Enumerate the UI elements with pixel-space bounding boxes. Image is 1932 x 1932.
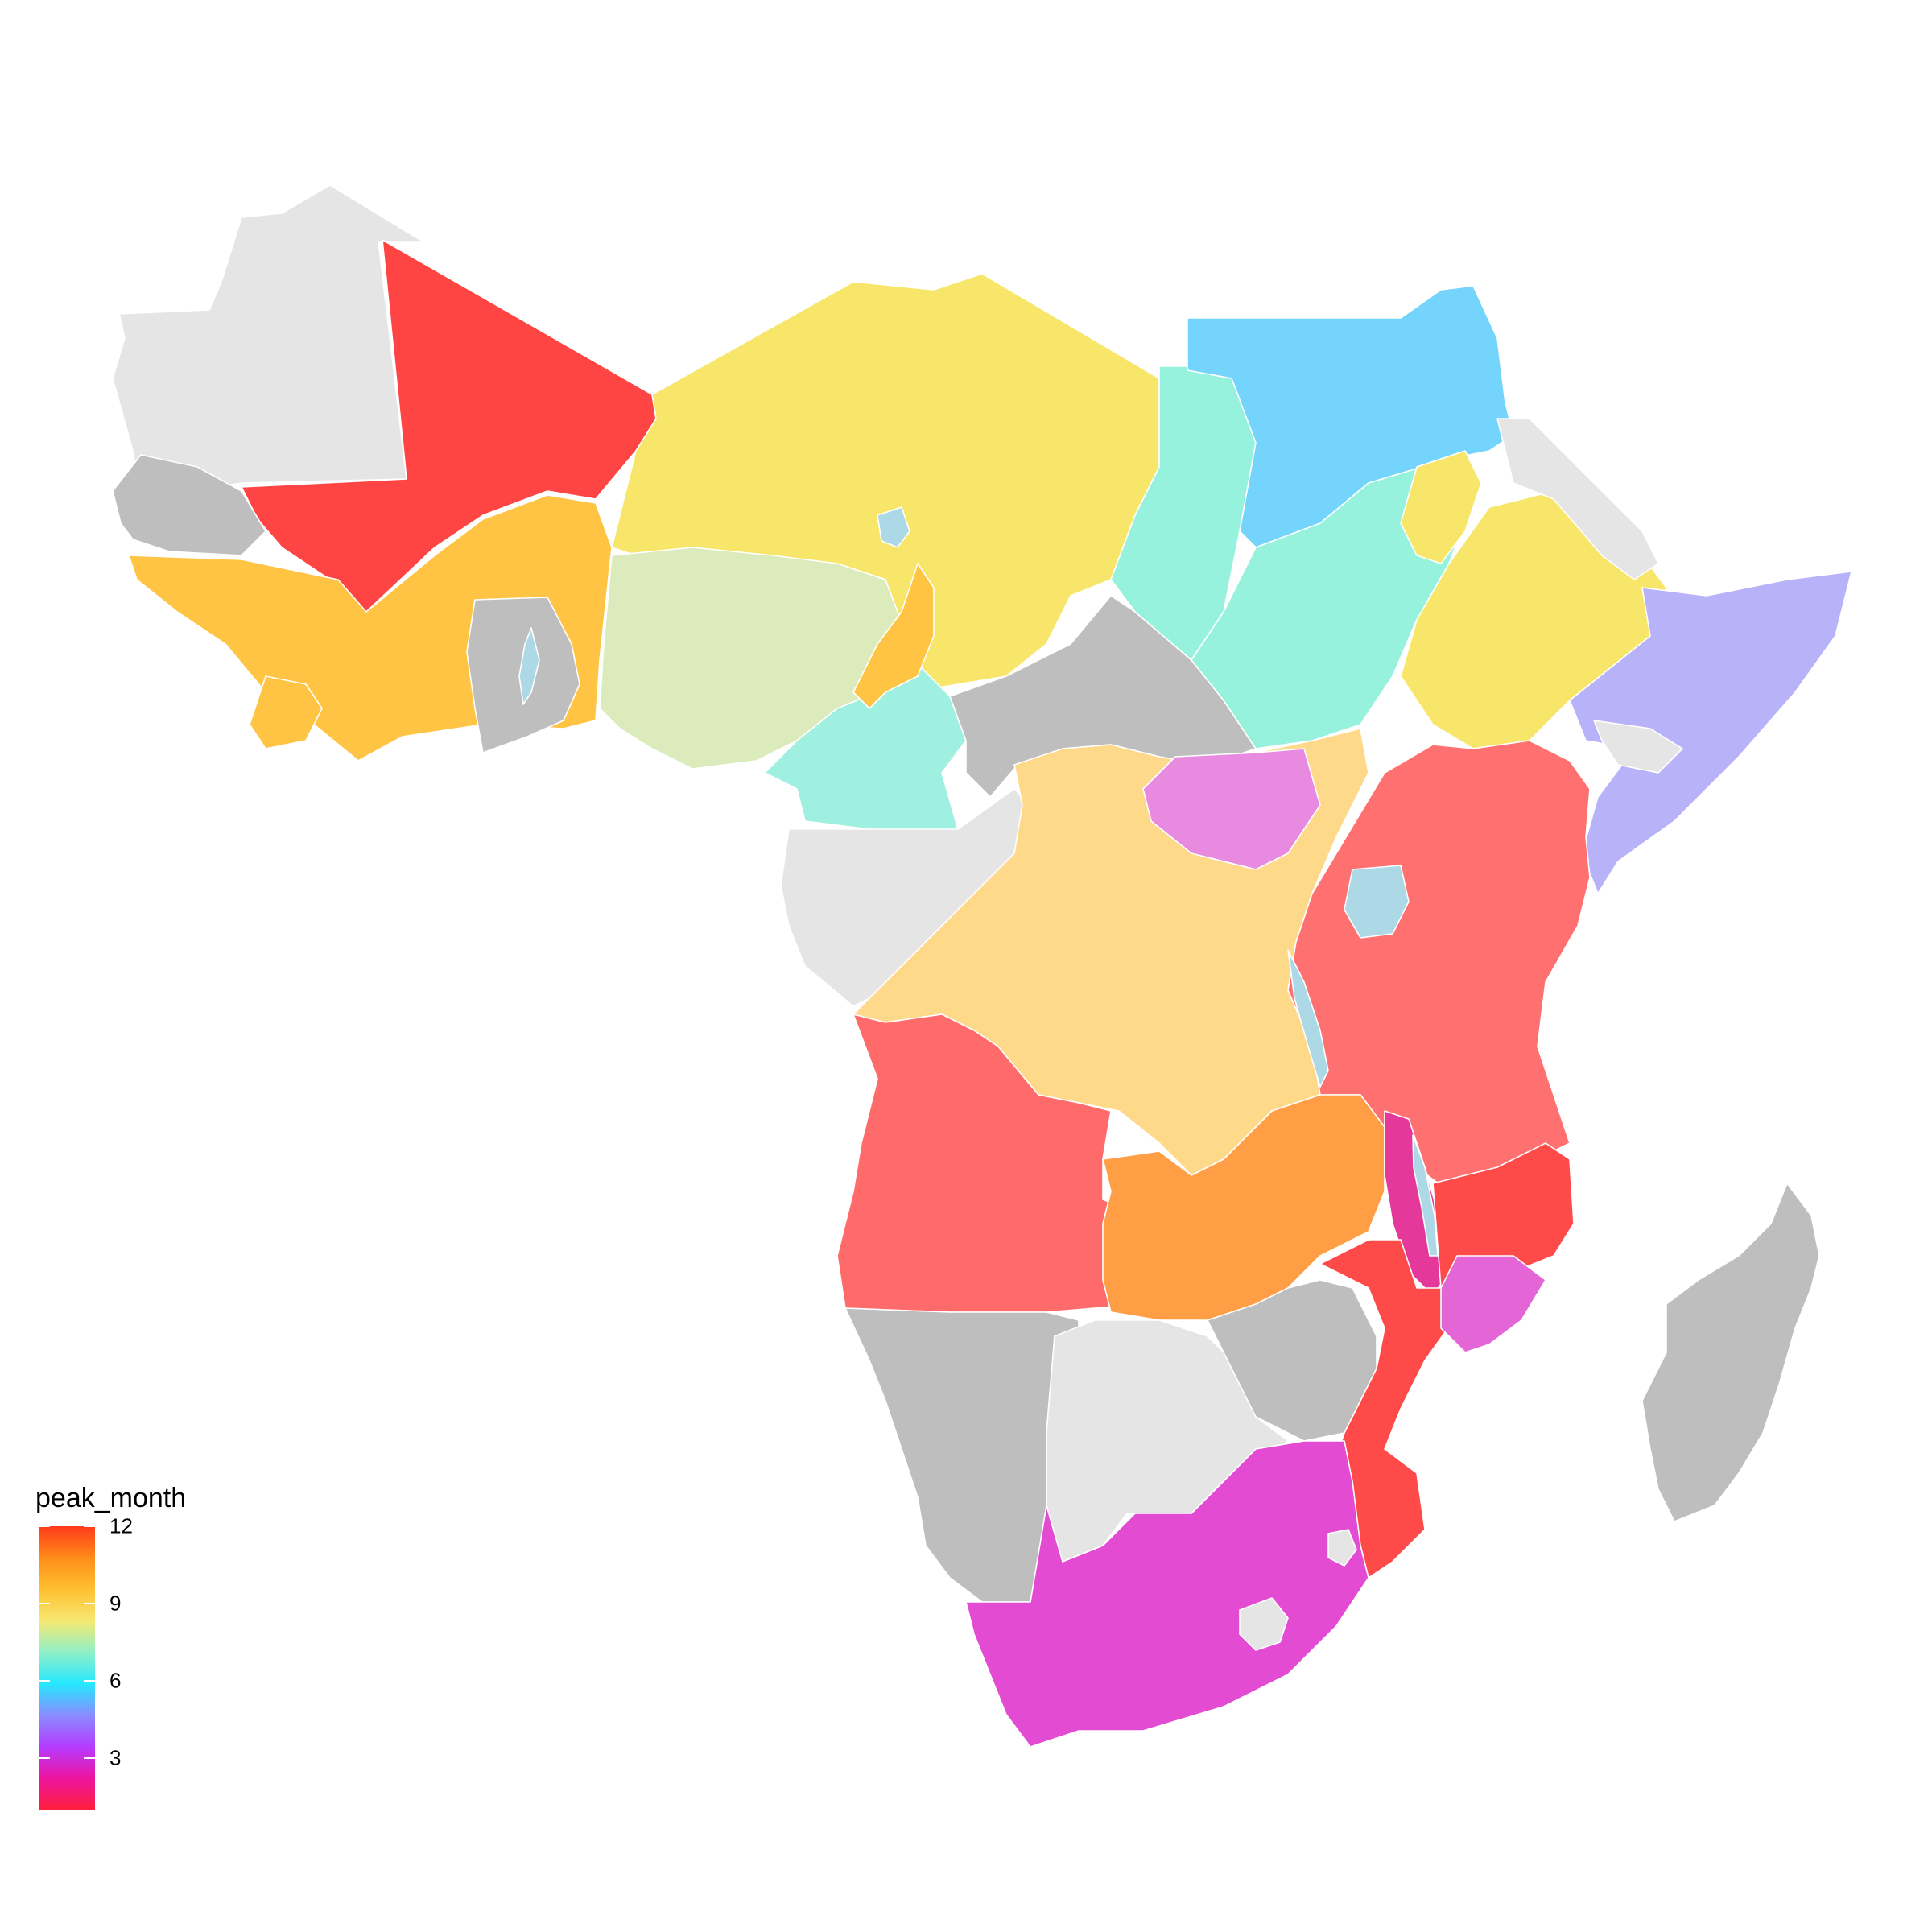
region-lake-chad (877, 506, 910, 548)
region-mozambique-pink (1440, 1255, 1546, 1353)
legend-tick-label: 12 (109, 1513, 133, 1538)
region-lake-malawi (1412, 1134, 1439, 1257)
region-senegal (112, 454, 266, 556)
region-uganda-lake (1344, 865, 1410, 939)
legend-tick (84, 1757, 95, 1759)
region-somalia-pink (1593, 720, 1683, 774)
region-sudan-yellow (1400, 450, 1482, 564)
region-eritrea (1496, 418, 1659, 580)
legend-tick-left (39, 1603, 50, 1604)
region-zambia (1102, 1094, 1385, 1321)
region-lake-volta (518, 627, 540, 705)
region-lesotho (1239, 1597, 1289, 1651)
region-south-sudan (1191, 458, 1474, 749)
region-lake-tanganyika (1287, 949, 1329, 1088)
legend-tick-left (39, 1680, 50, 1682)
legend-tick-left (39, 1525, 50, 1527)
region-madagascar (1641, 1183, 1820, 1522)
legend-tick (84, 1603, 95, 1604)
legend-tick-label: 3 (109, 1745, 122, 1770)
legend-tick-left (39, 1757, 50, 1759)
regions-layer (112, 184, 1852, 1748)
legend-tick (84, 1680, 95, 1682)
legend-tick-label: 6 (109, 1668, 122, 1693)
region-eswatini (1327, 1529, 1357, 1567)
region-drc-pink (1142, 748, 1321, 870)
region-mauritania (112, 184, 423, 500)
region-zimbabwe (1207, 1279, 1377, 1442)
legend-colorbar (39, 1526, 95, 1810)
legend-tick-label: 9 (109, 1591, 122, 1616)
region-cameroon-orange (852, 563, 935, 709)
region-somalia (1569, 571, 1852, 894)
region-sierraleone (249, 675, 323, 749)
region-mozambique (1319, 1142, 1575, 1579)
region-south-africa (965, 1440, 1369, 1748)
legend-title: peak_month (35, 1483, 187, 1513)
legend-tick (84, 1525, 95, 1527)
color-legend: peak_month 12 9 6 3 (35, 1483, 277, 1821)
